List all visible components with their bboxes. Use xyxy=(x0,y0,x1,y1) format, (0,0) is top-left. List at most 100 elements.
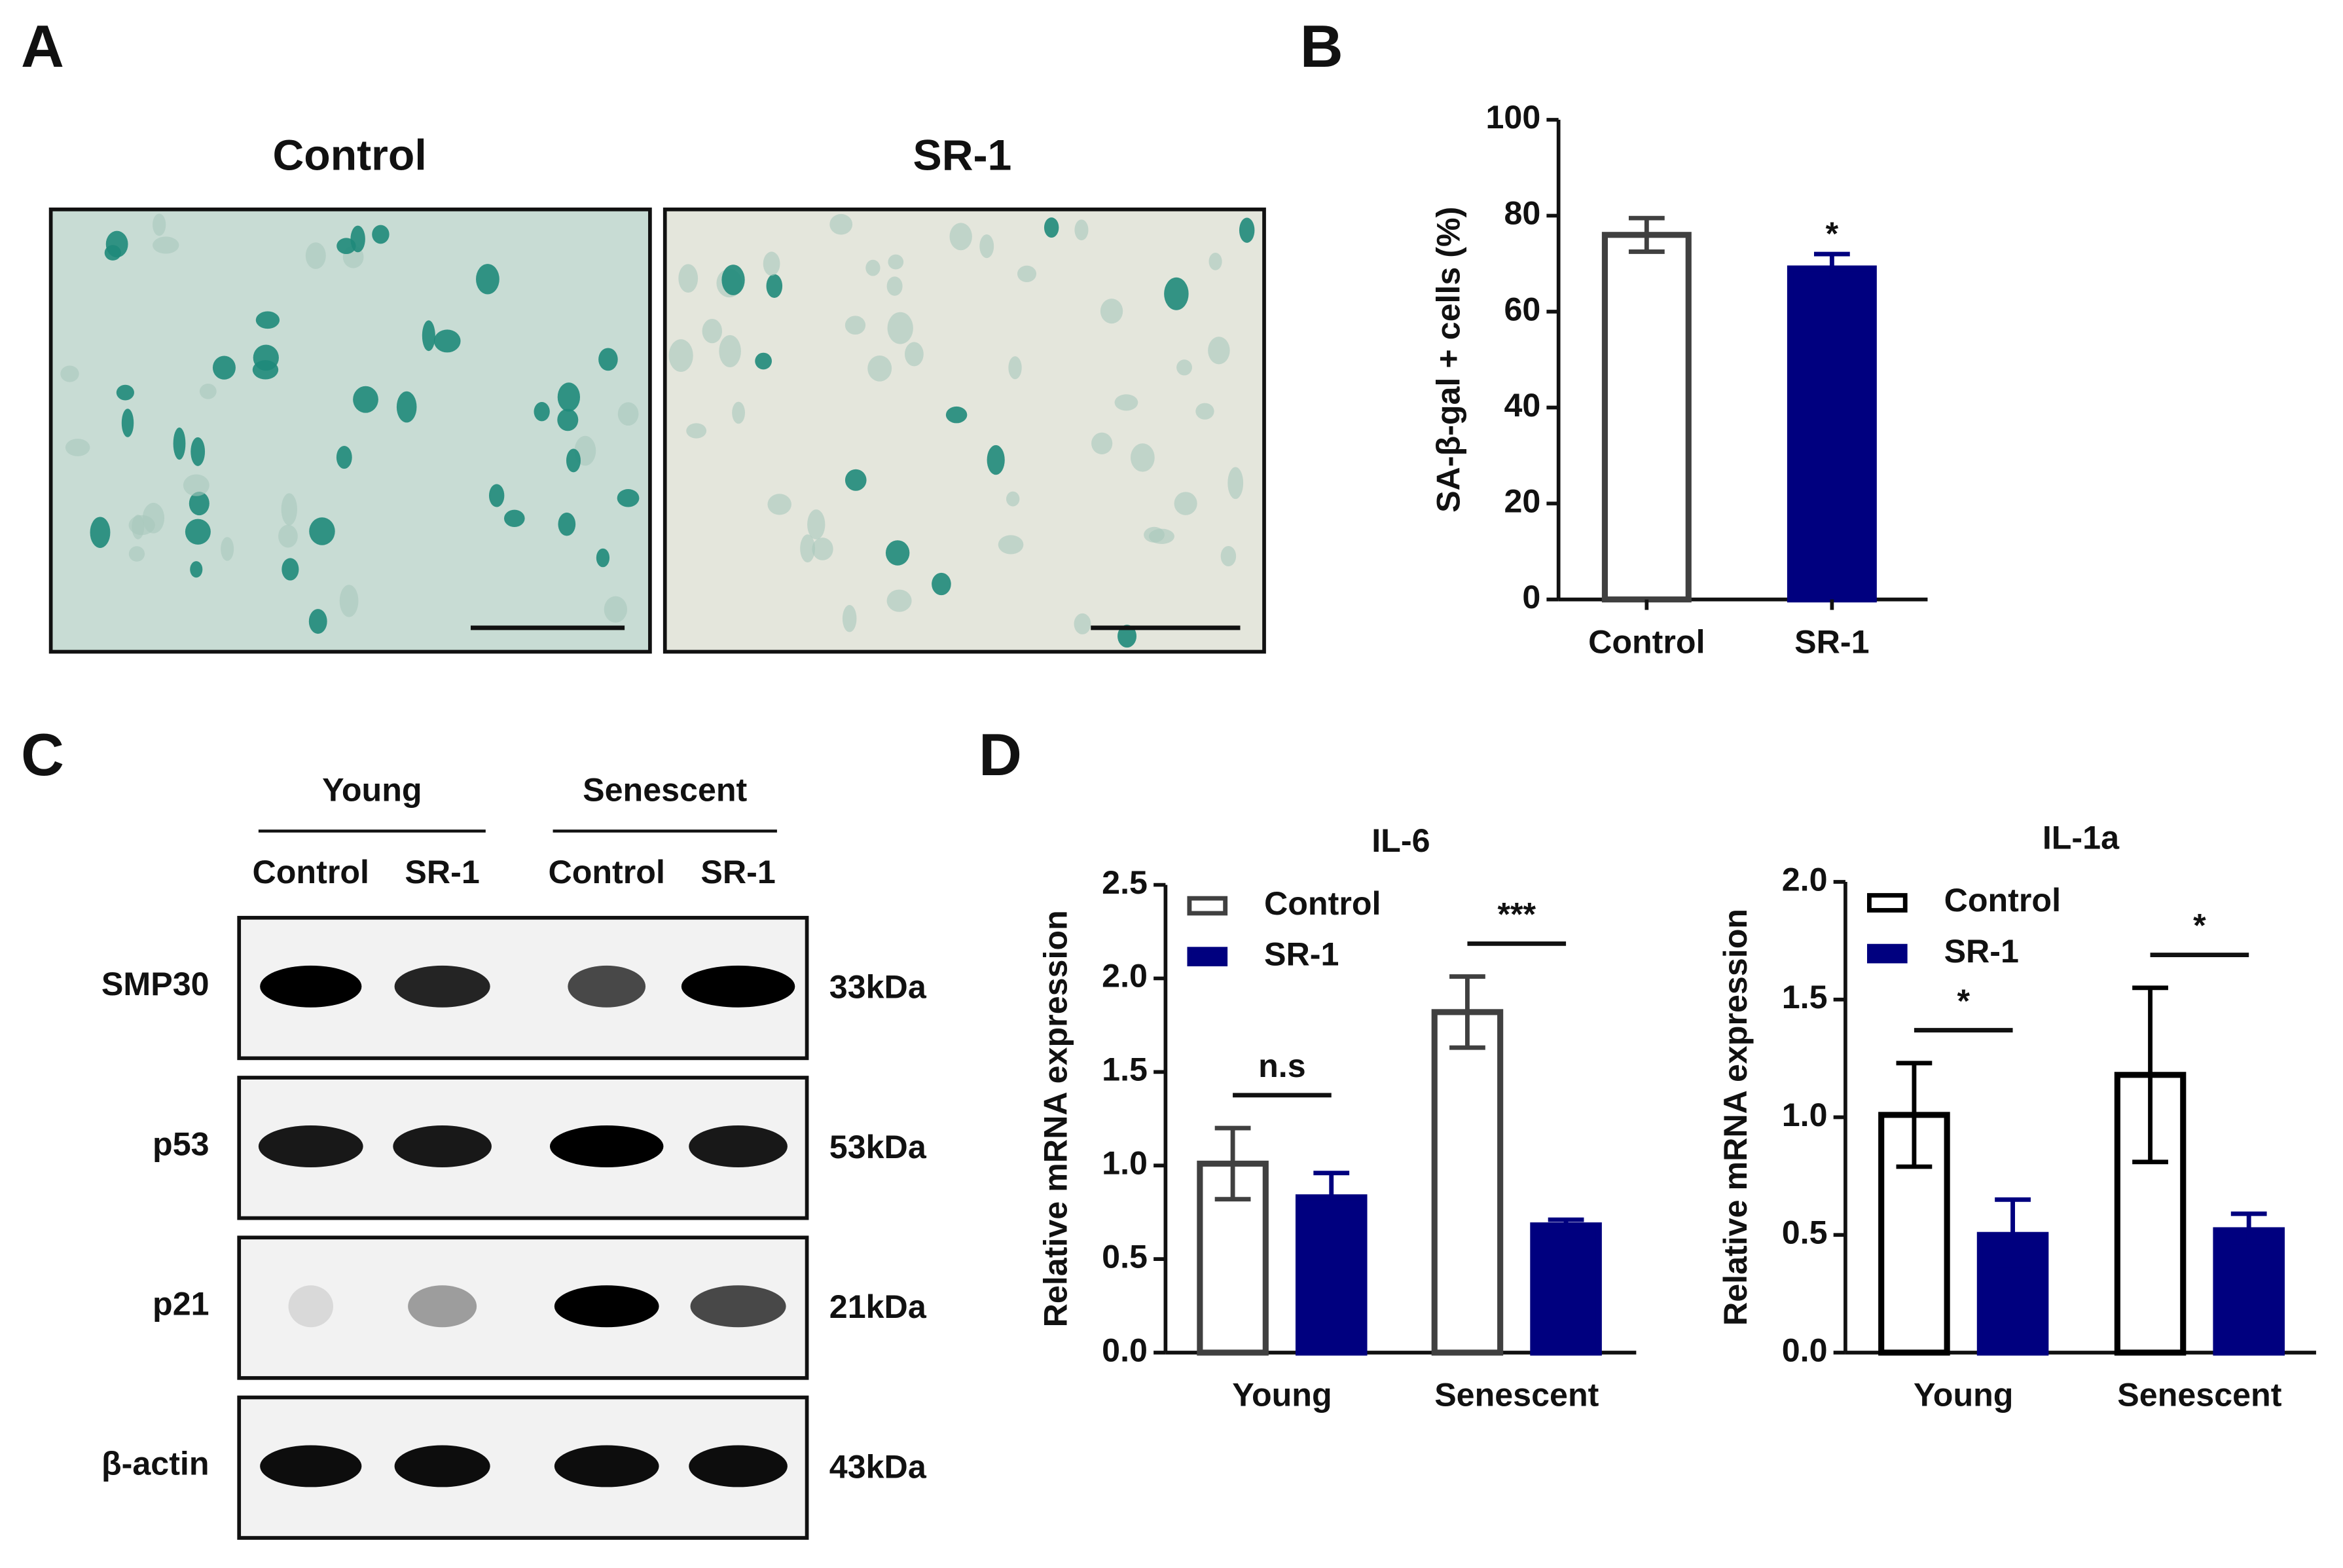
cell xyxy=(153,213,166,236)
band xyxy=(408,1285,477,1328)
band xyxy=(689,1125,788,1167)
x-tick-label: Senescent xyxy=(2117,1377,2281,1413)
micrograph xyxy=(663,208,1266,654)
y-tick-label: 20 xyxy=(1504,483,1540,519)
legend-label: Control xyxy=(1264,885,1381,922)
band xyxy=(554,1285,659,1328)
cell xyxy=(153,236,179,254)
cell xyxy=(686,423,707,439)
cell xyxy=(1164,277,1189,310)
protein-label: β-actin xyxy=(101,1446,209,1482)
group-label: Senescent xyxy=(583,771,747,808)
y-tick-label: 100 xyxy=(1486,99,1541,136)
cell xyxy=(763,251,780,276)
cell xyxy=(1017,265,1037,282)
cell xyxy=(566,448,581,473)
bar xyxy=(1601,232,1692,603)
x-tick-label: Young xyxy=(1914,1377,2013,1413)
cell xyxy=(350,225,365,253)
cell xyxy=(949,223,972,251)
cell xyxy=(887,312,913,344)
cell xyxy=(309,517,335,545)
micrograph xyxy=(48,208,652,654)
y-tick-label: 40 xyxy=(1504,387,1540,424)
band xyxy=(549,1125,664,1167)
cell xyxy=(104,245,121,261)
image-title: SR-1 xyxy=(913,132,1012,180)
annotation: * xyxy=(1826,215,1839,252)
legend-label: SR-1 xyxy=(1944,933,2019,970)
protein-label: p53 xyxy=(153,1125,209,1162)
chart-title: IL-6 xyxy=(1371,822,1430,859)
cell xyxy=(1074,219,1089,241)
cell xyxy=(617,489,640,507)
cell xyxy=(488,484,505,507)
band xyxy=(258,1125,363,1167)
cell xyxy=(1208,337,1230,365)
cell xyxy=(353,386,378,413)
band xyxy=(681,965,795,1008)
cell xyxy=(755,352,772,370)
cell xyxy=(721,264,745,295)
band xyxy=(288,1285,334,1328)
y-tick-label: 1.0 xyxy=(1782,1097,1828,1133)
band xyxy=(690,1285,786,1328)
cell xyxy=(1074,613,1091,634)
cell xyxy=(396,391,417,423)
cell xyxy=(305,242,326,269)
lane-label: Control xyxy=(253,854,369,890)
panel-label: A xyxy=(21,13,64,80)
legend-swatch xyxy=(1187,947,1228,966)
cell xyxy=(189,491,209,516)
protein-label: p21 xyxy=(153,1286,209,1322)
cell xyxy=(766,274,783,299)
panel-label: D xyxy=(979,721,1022,788)
cell xyxy=(199,384,217,399)
y-tick-label: 1.5 xyxy=(1782,979,1828,1015)
cell xyxy=(422,320,435,352)
lane-label: Control xyxy=(548,854,664,890)
lane-label: SR-1 xyxy=(700,854,775,890)
cell xyxy=(557,409,579,431)
y-tick-label: 1.5 xyxy=(1102,1051,1148,1088)
legend-label: SR-1 xyxy=(1264,936,1339,972)
y-axis-label: Relative mRNA expression xyxy=(1717,909,1754,1326)
cell xyxy=(702,318,722,344)
cell xyxy=(1239,217,1255,243)
cell xyxy=(1091,432,1113,454)
band xyxy=(394,1445,490,1487)
size-label: 53kDa xyxy=(829,1129,927,1165)
cell xyxy=(1006,491,1020,507)
bar xyxy=(1530,1222,1602,1356)
x-tick-label: Young xyxy=(1232,1377,1332,1413)
y-axis-label: Relative mRNA expression xyxy=(1037,910,1074,1327)
cell xyxy=(121,409,134,437)
y-tick-label: 0 xyxy=(1522,579,1540,615)
cell xyxy=(185,519,211,545)
cell xyxy=(281,493,297,526)
legend-label: Control xyxy=(1944,882,2061,919)
y-tick-label: 2.0 xyxy=(1782,861,1828,898)
cell xyxy=(998,535,1024,555)
micrographs xyxy=(48,208,1266,654)
cell xyxy=(904,342,924,367)
panel-label: C xyxy=(21,721,64,788)
cell xyxy=(336,446,352,469)
cell xyxy=(212,356,236,380)
cell xyxy=(668,339,693,372)
annotation: n.s xyxy=(1258,1048,1306,1084)
cell xyxy=(732,401,745,424)
y-tick-label: 60 xyxy=(1504,291,1540,327)
lane-label: SR-1 xyxy=(405,854,479,890)
cell xyxy=(1100,299,1123,324)
cell xyxy=(617,402,639,426)
cell xyxy=(558,512,576,536)
cell xyxy=(979,234,994,259)
western-blot: Young Senescent Control SR-1 Control SR-1 SM… xyxy=(101,771,927,1540)
cell xyxy=(886,589,912,612)
cell xyxy=(886,276,903,296)
annotation: *** xyxy=(1497,896,1536,933)
cell xyxy=(503,509,525,528)
y-tick-label: 2.0 xyxy=(1102,958,1148,994)
